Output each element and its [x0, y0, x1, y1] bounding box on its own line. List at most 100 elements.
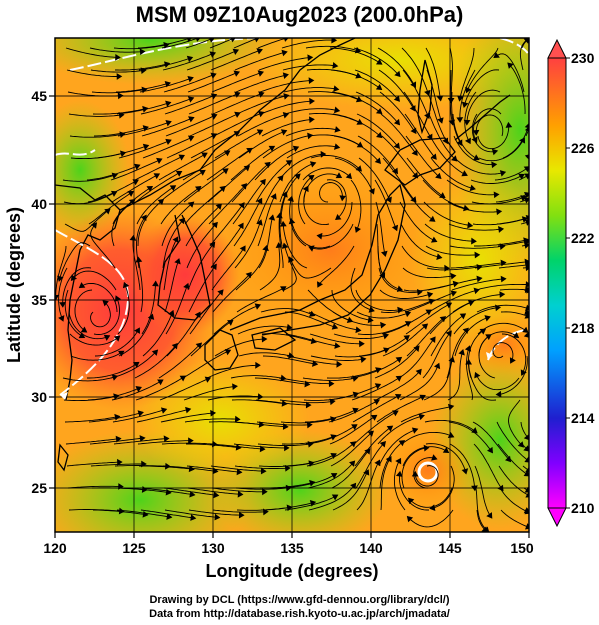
streamline — [260, 481, 315, 489]
streamline — [135, 171, 182, 203]
contour-arrowhead-east — [486, 352, 493, 360]
streamline — [137, 257, 144, 313]
streamline — [334, 157, 375, 194]
streamline — [162, 52, 216, 71]
streamline-arrowhead — [523, 331, 529, 338]
streamline-arrowhead — [495, 390, 502, 398]
streamline — [182, 349, 231, 379]
streamline — [478, 334, 496, 379]
streamline-arrowhead — [465, 86, 472, 94]
streamline-arrowhead — [524, 154, 529, 160]
streamline — [136, 185, 176, 225]
streamline-arrowhead — [522, 326, 529, 333]
streamline-arrowhead — [354, 226, 361, 233]
streamline-arrowhead — [280, 129, 288, 136]
streamline — [166, 311, 201, 357]
streamline — [231, 162, 271, 203]
streamline — [477, 122, 510, 150]
streamline-arrowhead — [236, 468, 243, 476]
streamline-arrowhead — [237, 222, 244, 230]
streamline — [284, 108, 340, 115]
streamline-arrowhead — [368, 306, 375, 313]
streamline-arrowhead — [256, 129, 264, 136]
contour-west — [55, 229, 130, 396]
streamline-arrowhead — [352, 407, 359, 414]
streamline — [190, 131, 240, 159]
streamline — [471, 196, 527, 205]
streamline — [449, 443, 476, 491]
streamline — [308, 311, 361, 331]
streamline — [448, 421, 493, 453]
streamline — [86, 164, 140, 181]
streamline-arrowhead — [457, 95, 464, 102]
streamline-arrowhead — [169, 185, 177, 192]
streamline — [451, 91, 463, 146]
streamline-arrowhead — [262, 244, 269, 252]
streamline — [305, 424, 358, 445]
streamline-arrowhead — [467, 221, 474, 229]
streamline-arrowhead — [436, 253, 443, 260]
streamline-arrowhead — [140, 214, 147, 222]
streamline-arrowhead — [425, 309, 432, 316]
streamline — [210, 465, 266, 472]
streamline-arrowhead — [495, 304, 502, 312]
streamline — [279, 162, 316, 203]
streamline-arrowhead — [256, 197, 263, 205]
x-tick-label: 145 — [438, 540, 462, 556]
streamline — [358, 157, 392, 203]
streamline — [379, 289, 433, 299]
streamline — [430, 313, 466, 357]
streamline-arrowhead — [157, 198, 165, 206]
streamline — [305, 45, 361, 52]
streamline — [310, 355, 366, 361]
streamline-arrowhead — [316, 232, 323, 240]
streamline-arrowhead — [320, 150, 327, 158]
streamline-arrowhead — [212, 467, 219, 475]
streamline-arrowhead — [245, 271, 252, 279]
streamline — [55, 245, 67, 300]
streamline-arrowhead — [217, 289, 224, 296]
streamline — [508, 399, 524, 448]
streamline — [234, 219, 262, 269]
streamline-arrowhead — [165, 120, 172, 127]
colorbar-label: 222 — [571, 230, 595, 246]
streamline — [115, 487, 171, 494]
streamline — [499, 487, 529, 513]
shading-warm-typhoon — [383, 430, 473, 510]
streamline — [398, 179, 436, 222]
streamline-arrowhead — [498, 226, 505, 233]
streamline-arrowhead — [312, 360, 319, 367]
contour-arrowhead-west — [60, 392, 68, 400]
streamline-arrowhead — [171, 342, 178, 350]
streamline-arrowhead — [137, 410, 144, 417]
streamline-arrowhead — [187, 201, 195, 208]
streamline — [454, 157, 506, 175]
streamline-arrowhead — [210, 113, 218, 120]
streamline — [280, 173, 301, 224]
colorbar-tick-marks — [566, 57, 570, 509]
typhoon-vortex — [417, 461, 439, 483]
streamline — [88, 191, 134, 225]
streamline-arrowhead — [445, 302, 453, 309]
streamline-arrowhead — [507, 62, 514, 69]
streamline — [310, 155, 362, 172]
streamline — [459, 47, 475, 101]
streamline — [466, 89, 501, 125]
streamline — [260, 308, 315, 317]
streamline-arrowhead — [59, 302, 66, 308]
streamline — [393, 458, 406, 511]
streamline-arrowhead — [114, 295, 122, 302]
coast-taiwan — [57, 443, 69, 472]
streamline — [380, 113, 418, 156]
streamline — [401, 245, 450, 269]
streamline-arrowhead — [204, 376, 212, 383]
streamline-arrowhead — [331, 38, 338, 44]
streamline — [422, 179, 469, 210]
streamline — [326, 179, 347, 220]
streamline-arrowhead — [464, 345, 472, 352]
streamline — [158, 152, 208, 181]
streamline-arrowhead — [351, 424, 358, 431]
streamline — [209, 38, 234, 49]
streamline — [91, 88, 147, 94]
streamline — [332, 113, 383, 138]
